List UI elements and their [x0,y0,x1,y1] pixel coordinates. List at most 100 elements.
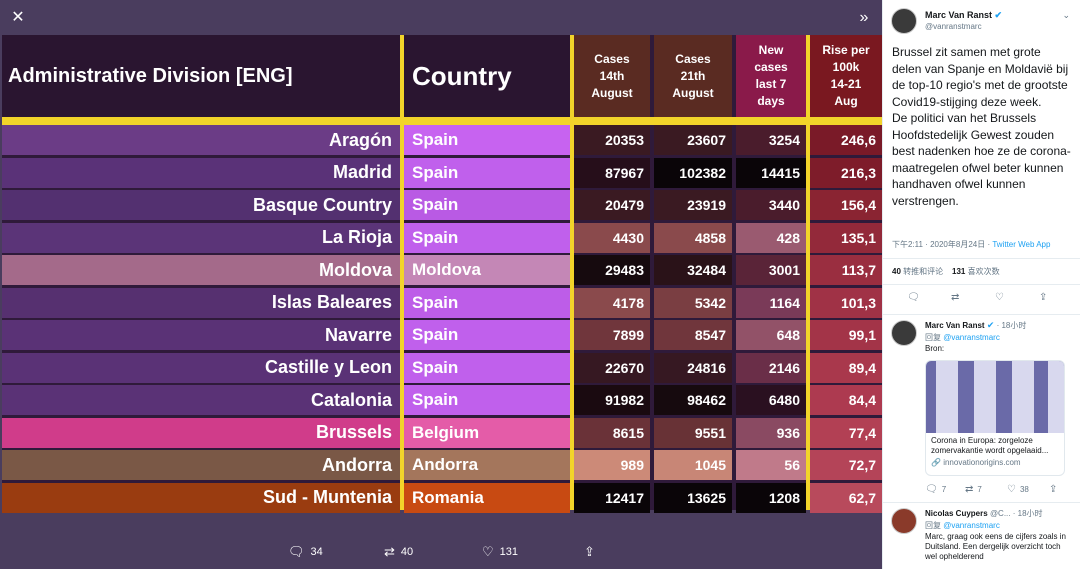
cell-cases-21: 5342 [654,287,732,318]
retweet-button[interactable]: ⇄ 7 [965,484,982,495]
chevron-down-icon[interactable]: ⌄ [1062,10,1070,20]
cell-rise: 99,1 [810,320,882,350]
reply-to: 回复 @vanranstmarc [925,520,1000,531]
cell-new-cases: 428 [736,222,806,253]
cell-new-cases: 1208 [736,482,806,513]
share-icon[interactable]: ⇪ [1039,292,1048,303]
tweet-source-app[interactable]: Twitter Web App [992,240,1051,249]
header-divider [2,117,882,125]
retweets-label[interactable]: 转推和评论 [903,267,944,276]
tweet-timestamp[interactable]: 下午2:11 · 2020年8月24日 · [892,240,993,249]
cell-rise: 113,7 [810,255,882,285]
cell-cases-21: 4858 [654,222,732,253]
main-tweet [883,0,1080,39]
cell-cases-14: 91982 [574,385,650,415]
cell-cases-21: 1045 [654,450,732,480]
share-icon: ⇪ [1049,484,1058,495]
retweet-button[interactable]: ⇄ 40 [384,544,413,560]
cell-rise: 246,6 [810,125,882,155]
cell-rise: 84,4 [810,385,882,415]
author-handle[interactable]: @vanranstmarc [925,22,982,31]
reply-tweet[interactable]: Nicolas Cuypers @C... · 18小时 回复 @vanrans… [883,502,1080,569]
cell-cases-21: 8547 [654,320,732,350]
cell-rise: 216,3 [810,157,882,188]
cell-admin-division: Catalonia [2,385,400,415]
reply-text: Marc, graag ook eens de cijfers zoals in… [925,532,1066,561]
image-stripe [1012,361,1034,433]
tweet-side-panel: Marc Van Ranst ✔ @vanranstmarc ⌄ Brussel… [882,0,1080,569]
avatar[interactable] [891,8,917,34]
likes-label[interactable]: 喜欢次数 [967,267,1000,276]
share-button[interactable]: ⇪ [584,544,595,560]
reply-author[interactable]: Nicolas Cuypers [925,509,988,518]
cell-country: Romania [404,482,570,513]
cell-rise: 77,4 [810,417,882,448]
cell-cases-14: 989 [574,450,650,480]
cell-rise: 89,4 [810,352,882,383]
header-cases-14-line: 14th [599,68,625,83]
covid-table-image: Administrative Division [ENG] Country Ca… [2,35,882,513]
header-rise: Rise per 100k 14-21 Aug [810,35,882,117]
cell-cases-14: 20353 [574,125,650,155]
main-tweet-actions: 🗨 ⇄ ♡ ⇪ [883,292,1080,308]
retweets-count[interactable]: 40 [892,267,901,276]
viewer-topbar: ✕ » [0,0,882,36]
reply-to-handle[interactable]: @vanranstmarc [943,333,1000,342]
cell-rise: 62,7 [810,482,882,513]
header-new-line: New [758,43,784,57]
header-rise-line: Rise per [822,43,870,57]
reply-icon[interactable]: 🗨 [907,292,920,303]
reply-button[interactable]: 🗨 34 [288,544,323,560]
close-icon[interactable]: ✕ [11,9,25,26]
like-count: 38 [1019,485,1029,494]
cell-cases-21: 32484 [654,255,732,285]
likes-count[interactable]: 131 [952,267,966,276]
avatar[interactable] [891,508,917,534]
cell-cases-21: 13625 [654,482,732,513]
header-new-cases: New cases last 7 days [736,35,806,117]
reply-tweet[interactable]: Marc Van Ranst ✔ · 18小时 回复 @vanranstmarc… [883,314,1080,504]
retweet-icon[interactable]: ⇄ [951,292,960,303]
reply-to-handle[interactable]: @vanranstmarc [943,521,1000,530]
cell-rise: 135,1 [810,222,882,253]
reply-time[interactable]: · 18小时 [996,321,1027,330]
cell-admin-division: La Rioja [2,222,400,253]
reply-text: Bron: [925,344,945,353]
cell-country: Spain [404,190,570,220]
like-button[interactable]: ♡ 131 [482,544,518,560]
cell-country: Spain [404,222,570,253]
divider [883,314,1080,315]
retweet-count: 7 [977,485,982,494]
heart-icon[interactable]: ♡ [995,292,1004,303]
table-row: Castille y Leon Spain 22670 24816 2146 89,4 [2,352,882,383]
header-cases-21-line: 21th [680,68,706,83]
link-card[interactable]: Corona in Europa: zorgeloze zomervakanti… [925,360,1065,476]
link-card-domain: 🔗 innovationorigins.com [931,458,1021,467]
tweet-stats: 40 转推和评论 131 喜欢次数 [892,266,1000,277]
verified-icon: ✔ [994,10,1003,20]
reply-handle[interactable]: @C... [989,509,1011,518]
reply-icon: 🗨 [288,544,305,559]
header-rise-line: Aug [834,94,858,108]
avatar[interactable] [891,320,917,346]
tweet-meta: 下午2:11 · 2020年8月24日 · Twitter Web App [892,239,1050,250]
cell-cases-21: 23607 [654,125,732,155]
like-count: 131 [499,546,519,558]
cell-admin-division: Aragón [2,125,400,155]
cell-country: Andorra [404,450,570,480]
cell-new-cases: 6480 [736,385,806,415]
cell-cases-21: 23919 [654,190,732,220]
reply-button[interactable]: 🗨 7 [925,484,946,495]
share-button[interactable]: ⇪ [1049,484,1057,495]
cell-cases-14: 7899 [574,320,650,350]
reply-time[interactable]: · 18小时 [1012,509,1043,518]
like-button[interactable]: ♡ 38 [1007,484,1029,495]
cell-cases-21: 24816 [654,352,732,383]
reply-author[interactable]: Marc Van Ranst [925,321,985,330]
heart-icon: ♡ [1007,484,1016,495]
retweet-count: 40 [400,546,414,558]
table-row: Madrid Spain 87967 102382 14415 216,3 [2,157,882,188]
author-name[interactable]: Marc Van Ranst ✔ [925,10,1002,21]
cell-cases-14: 29483 [574,255,650,285]
double-chevron-right-icon[interactable]: » [859,9,869,26]
